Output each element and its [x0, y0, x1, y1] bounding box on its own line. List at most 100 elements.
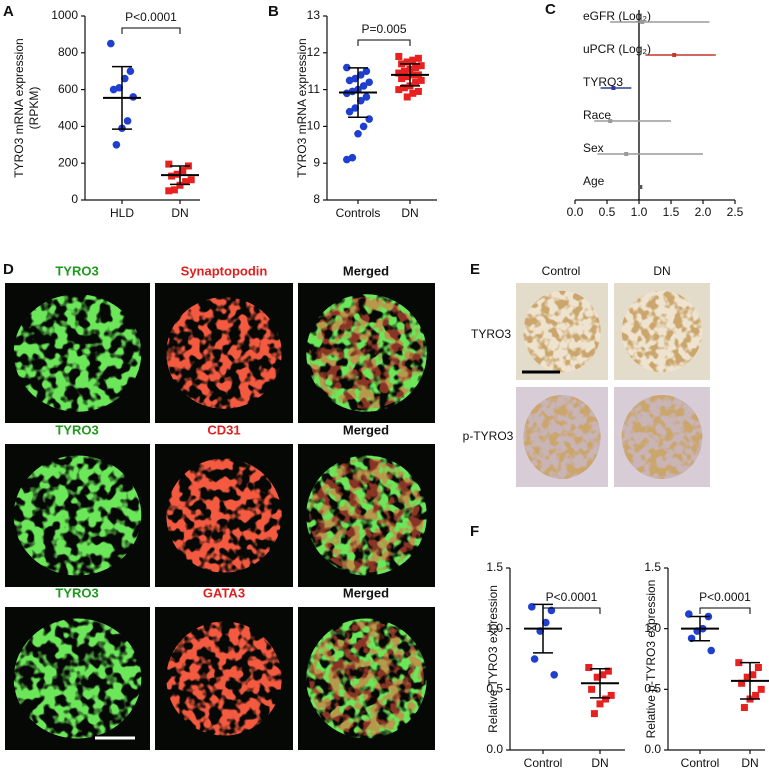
data-point — [362, 67, 371, 75]
annotation: P<0.0001 — [546, 590, 598, 604]
data-point — [398, 75, 406, 83]
data-point — [550, 670, 558, 679]
data-point — [107, 39, 115, 48]
stain-green — [13, 618, 142, 739]
significance-bracket — [542, 607, 601, 614]
row-label: eGFR (Log₂) — [583, 9, 651, 23]
data-point — [735, 659, 743, 667]
y-tick-label: 1.5 — [486, 560, 503, 574]
data-point — [409, 56, 417, 64]
channel-label: TYRO3 — [55, 263, 98, 278]
data-point — [757, 685, 765, 693]
data-point — [126, 67, 135, 75]
data-point — [403, 58, 411, 66]
y-tick-label: 10 — [307, 119, 321, 133]
data-point — [738, 679, 746, 687]
data-point — [165, 187, 173, 195]
y-axis-label: TYRO3 mRNA expression — [295, 38, 309, 177]
data-point — [123, 117, 132, 125]
data-point — [359, 122, 368, 131]
data-point — [365, 78, 374, 87]
annotation: P=0.005 — [361, 22, 406, 36]
data-point — [417, 62, 425, 70]
stain-brown — [621, 395, 703, 479]
data-point — [414, 87, 422, 95]
data-point — [602, 695, 610, 703]
panel-d: TYRO3 Synaptopodin Merged TYRO3 CD31 Mer… — [5, 263, 435, 750]
data-point — [752, 691, 760, 699]
x-tick-label: 0.0 — [567, 205, 584, 219]
data-point — [121, 74, 129, 83]
data-point — [395, 52, 403, 60]
data-point — [754, 663, 762, 671]
y-tick-label: 0.5 — [486, 682, 503, 696]
estimate — [638, 185, 643, 189]
data-point — [590, 710, 598, 718]
data-point — [542, 618, 550, 627]
data-point — [740, 704, 748, 712]
estimate — [640, 20, 645, 24]
data-point — [395, 86, 403, 94]
stain-brown — [523, 290, 601, 373]
y-tick-label: 0.5 — [644, 682, 661, 696]
data-point — [345, 107, 354, 116]
data-point — [409, 89, 417, 97]
y-tick-label: 1.5 — [644, 560, 661, 574]
data-point — [414, 54, 422, 62]
row-label: Sex — [583, 141, 604, 155]
stain-red — [309, 621, 424, 736]
x-tick-label: 0.5 — [599, 205, 616, 219]
data-point — [400, 84, 408, 92]
y-tick-label: 11 — [308, 82, 321, 96]
channel-label: TYRO3 — [55, 585, 98, 600]
data-point — [187, 176, 195, 184]
y-tick-label: 200 — [58, 155, 78, 169]
panel-letter: B — [268, 3, 279, 20]
significance-bracket — [699, 607, 751, 614]
estimate — [624, 152, 629, 156]
data-point — [403, 73, 411, 81]
data-point — [351, 104, 360, 112]
significance-bracket — [357, 39, 411, 46]
stain-red — [309, 297, 424, 409]
data-point — [357, 96, 365, 105]
stain-red — [166, 621, 282, 736]
data-point — [403, 93, 411, 101]
y-tick-label: 8 — [313, 192, 320, 206]
panel-letter: A — [3, 3, 14, 20]
y-axis-label: Relative TYRO3 expression — [486, 585, 500, 733]
channel-label: Merged — [343, 263, 389, 278]
stain-red — [166, 297, 282, 409]
y-tick-label: 400 — [58, 119, 78, 133]
channel-label: Synaptopodin — [181, 263, 268, 278]
y-tick-label: 13 — [307, 8, 321, 22]
stain-green — [13, 455, 142, 576]
channel-label: GATA3 — [203, 585, 245, 600]
data-point — [179, 167, 187, 175]
y-tick-label: 9 — [313, 155, 320, 169]
data-point — [395, 69, 403, 77]
row-label: Race — [583, 108, 611, 122]
data-point — [412, 64, 420, 72]
column-label: DN — [653, 264, 670, 278]
data-point — [165, 160, 173, 168]
x-tick-label: DN — [401, 206, 418, 220]
y-axis-label: TYRO3 mRNA expression — [12, 38, 26, 177]
row-label: Age — [583, 174, 605, 188]
panel-letters: A B C D E F — [3, 1, 556, 540]
x-tick-label: DN — [171, 206, 188, 220]
data-point — [343, 155, 351, 164]
panel-letter: F — [470, 523, 479, 540]
data-point — [170, 186, 178, 194]
x-tick-label: 1.0 — [631, 205, 648, 219]
panel-letter: E — [470, 261, 480, 278]
significance-bracket — [121, 27, 181, 34]
channel-label: CD31 — [207, 422, 240, 437]
data-point — [707, 646, 715, 655]
y-tick-label: 600 — [58, 82, 78, 96]
data-point — [417, 76, 425, 84]
x-tick-label: Controls — [336, 206, 381, 220]
data-point — [359, 82, 368, 90]
y-tick-label: 1.0 — [644, 621, 661, 635]
